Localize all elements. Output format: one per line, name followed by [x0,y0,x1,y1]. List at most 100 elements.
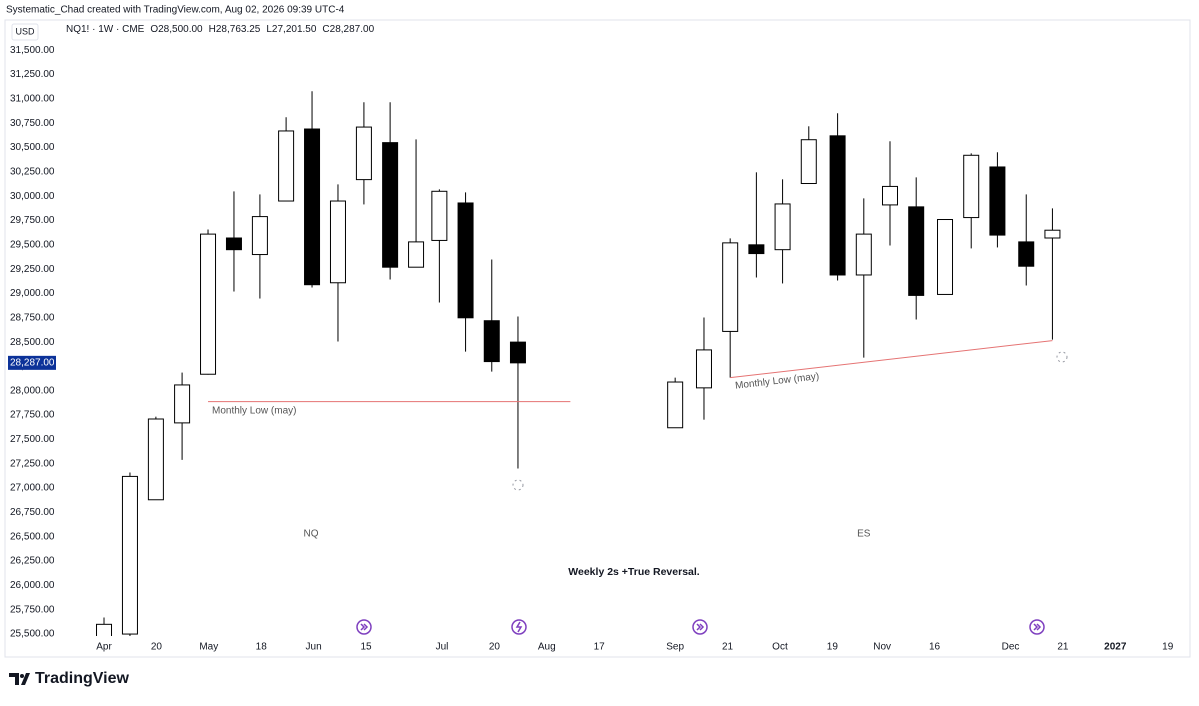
candle-body [855,233,872,276]
candle-body [748,244,765,255]
candle-body [937,219,954,295]
legend-value: 28,763.25 [215,24,261,35]
frame [4,19,1191,658]
y-tick-label: 25,750.00 [10,604,55,615]
candle-body [963,154,980,219]
trend-line-label: Monthly Low (may) [735,371,820,392]
legend: NQ1! · 1W · CME O28,500.00 H28,763.25 L27,2… [66,24,374,35]
y-tick-label: 28,750.00 [10,312,55,323]
trend-line [730,340,1053,379]
candle-body [174,384,191,424]
series-name: ES [857,529,871,540]
candle-body [695,349,712,389]
legend-key: L [266,24,272,35]
legend-value: 28,500.00 [158,24,203,35]
y-tick-label: 31,500.00 [10,45,55,56]
y-tick-label: 29,000.00 [10,288,55,299]
x-tick-label: Sep [666,642,684,653]
candle-body [829,135,846,276]
annotation: Weekly 2s +True Reversal. [568,566,700,578]
candle-body [774,203,791,251]
spinner [512,351,1068,491]
candle-body [457,202,474,319]
legend-key: H [208,24,216,35]
y-tick-label: 27,250.00 [10,458,55,469]
x-tick-label: 19 [827,642,839,653]
candle-body [509,341,526,364]
y-tick-label: 29,250.00 [10,264,55,275]
legend-value: 27,201.50 [271,24,317,35]
candle-body [667,381,684,429]
y-tick-label: 30,250.00 [10,166,55,177]
x-tick-label: Oct [772,642,788,653]
y-tick-label: 29,750.00 [10,215,55,226]
trend-line-label: Monthly Low (may) [212,405,296,416]
currency: USD [15,26,35,36]
last-price-label: 28,287.00 [10,357,55,368]
candle-body [989,166,1006,236]
candle-body [800,139,817,185]
x-tick-label: 20 [151,642,163,653]
candle-body [96,623,113,636]
x-tick-label: Aug [538,642,556,653]
candle-body [483,320,500,363]
candle-body [1018,241,1035,267]
x-tick-label: 21 [1057,642,1069,653]
legend-key: C [322,24,330,35]
y-tick-label: 26,500.00 [10,531,55,542]
x-tick-label: May [199,642,218,653]
y-tick-label: 27,000.00 [10,483,55,494]
candle-body [355,126,372,181]
header: Systematic_Chad created with TradingView… [6,5,345,16]
x-tick-label: 2027 [1104,642,1127,653]
plot [96,91,1061,636]
candle-body [304,128,321,286]
y-tick-label: 28,000.00 [10,385,55,396]
y-tick-label: 27,750.00 [10,410,55,421]
candle-body [278,130,295,202]
x-tick-label: 18 [256,642,268,653]
candle-body [881,185,898,206]
last-price-tag [8,355,56,370]
candle-body [382,142,399,268]
y-tick-label: 30,500.00 [10,142,55,153]
x-tick-label: Jul [436,642,449,653]
candle-body [251,216,268,256]
candle-body [408,241,425,268]
candle-body [1044,229,1061,239]
footer-logo-text: TradingView [35,670,130,687]
x-tick-label: 21 [722,642,734,653]
y-tick-label: 30,750.00 [10,118,55,129]
y-tick-label: 30,000.00 [10,191,55,202]
y-tick-label: 29,500.00 [10,239,55,250]
candle-body [225,237,242,251]
y-tick-label: 27,500.00 [10,434,55,445]
x-tick-label: Nov [873,642,891,653]
x-tick-label: Jun [306,642,322,653]
candle-body [329,200,346,284]
event-icons [356,619,1045,635]
symbol: NQ1! · 1W · CME [66,24,145,35]
candle-body [431,190,448,241]
y-tick-label: 26,000.00 [10,580,55,591]
y-tick-label: 31,250.00 [10,69,55,80]
x-tick-label: Dec [1002,642,1020,653]
y-tick-label: 26,750.00 [10,507,55,518]
y-tick-label: 26,250.00 [10,556,55,567]
x-tick-label: 16 [929,642,941,653]
x-tick-label: 20 [489,642,501,653]
legend-value: 28,287.00 [329,24,375,35]
candle-body [200,233,217,375]
candle-body [722,242,739,332]
x-tick-label: 15 [360,642,372,653]
logo [9,673,30,685]
candle-body [147,418,164,501]
currency-box [11,23,39,41]
x-tick-label: Apr [96,642,112,653]
series-name: NQ [303,529,318,540]
x-tick-label: 19 [1162,642,1174,653]
candle-body [908,206,925,296]
legend-key: O [150,24,159,35]
x-tick-label: 17 [594,642,606,653]
